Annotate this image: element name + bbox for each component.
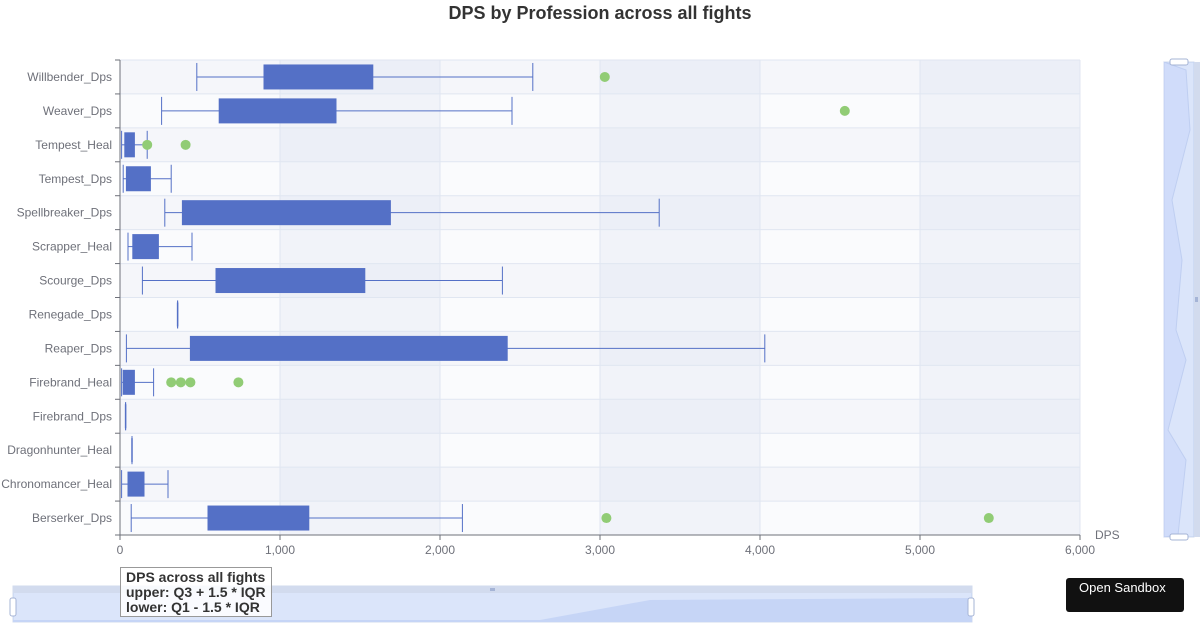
y-tick-label: Berserker_Dps [32,511,112,525]
box-iqr [215,268,366,294]
x-tick-label: 4,000 [745,543,775,557]
outlier-point [839,105,850,116]
outlier-point [185,377,196,388]
y-tick-label: Scrapper_Heal [32,240,112,254]
outlier-point [601,513,612,524]
box-iqr [207,505,310,531]
y-tick-label: Dragonhunter_Heal [7,443,112,457]
x-axis-label: DPS [1095,528,1120,542]
box-iqr [125,166,151,192]
outlier-point [983,513,994,524]
y-zoom-window[interactable] [1164,62,1194,537]
box-iqr [132,234,159,260]
x-zoom-grip-icon[interactable] [490,588,495,591]
x-tick-label: 5,000 [905,543,935,557]
y-tick-label: Firebrand_Dps [33,409,112,423]
box-Scrapper_Heal [127,232,193,261]
y-tick-label: Firebrand_Heal [29,375,112,389]
legend-line-lower: lower: Q1 - 1.5 * IQR [126,599,260,615]
box-Tempest_Dps [122,164,172,193]
box-iqr [122,369,135,395]
box-Willbender_Dps [196,62,534,91]
box-Berserker_Dps [130,504,463,533]
x-tick-label: 1,000 [265,543,295,557]
outlier-point [599,71,610,82]
box-Reaper_Dps [125,334,766,363]
y-zoom-grip-icon[interactable] [1195,297,1198,302]
outlier-point [233,377,244,388]
x-tick-label: 3,000 [585,543,615,557]
box-iqr [263,64,374,90]
box-iqr [189,335,508,361]
y-tick-label: Reaper_Dps [45,341,112,355]
y-tick-label: Tempest_Dps [39,172,112,186]
x-zoom-right-handle[interactable] [967,597,975,617]
x-tick-label: 0 [117,543,124,557]
box-Firebrand_Heal [121,368,155,397]
y-tick-label: Renegade_Dps [29,307,112,321]
box-Spellbreaker_Dps [164,198,660,227]
box-Chronomancer_Heal [121,470,169,499]
outliers [142,71,994,524]
x-tick-label: 6,000 [1065,543,1095,557]
y-zoom-slider[interactable] [1163,58,1200,541]
legend-line-upper: upper: Q3 + 1.5 * IQR [126,584,266,600]
box-iqr [181,200,391,226]
y-zoom-bottom-handle[interactable] [1169,533,1189,541]
y-tick-label: Chronomancer_Heal [1,477,112,491]
stats-legend: DPS across all fights upper: Q3 + 1.5 * … [120,567,272,617]
x-zoom-left-handle[interactable] [9,597,17,617]
box-Weaver_Dps [161,96,513,125]
x-zoom-preview [13,598,972,622]
open-sandbox-button[interactable]: Open Sandbox [1066,578,1184,612]
box-Scourge_Dps [141,266,503,295]
y-tick-label: Scourge_Dps [39,274,112,288]
axes: 0 1,000 2,000 3,000 4,000 5,000 6,000 Willbende… [1,59,1095,557]
y-tick-label: Spellbreaker_Dps [17,206,112,220]
x-tick-label: 2,000 [425,543,455,557]
legend-line-title: DPS across all fights [126,569,266,585]
boxes [121,62,766,533]
y-tick-label: Weaver_Dps [43,104,112,118]
box-iqr [127,471,145,497]
grid-lines [119,59,1081,536]
y-zoom-top-handle[interactable] [1169,58,1189,66]
y-tick-label: Tempest_Heal [35,138,112,152]
box-iqr [218,98,337,124]
outlier-point [175,377,186,388]
outlier-point [180,139,191,150]
outlier-point [166,377,177,388]
chart-title: DPS by Profession across all fights [448,3,751,23]
y-tick-label: Willbender_Dps [27,70,112,84]
outlier-point [142,139,153,150]
